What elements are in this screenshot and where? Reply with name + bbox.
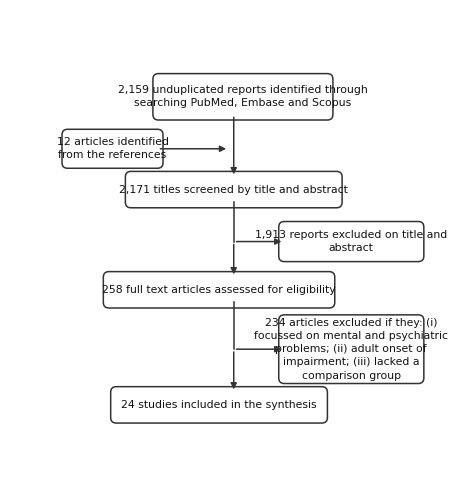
Text: 1,913 reports excluded on title and
abstract: 1,913 reports excluded on title and abst…: [255, 230, 447, 253]
FancyBboxPatch shape: [279, 315, 424, 384]
FancyBboxPatch shape: [110, 387, 328, 423]
Text: 234 articles excluded if they: (i)
focussed on mental and psychiatric
problems; : 234 articles excluded if they: (i) focus…: [254, 318, 448, 381]
Text: 2,171 titles screened by title and abstract: 2,171 titles screened by title and abstr…: [119, 185, 348, 195]
Text: 2,159 unduplicated reports identified through
searching PubMed, Embase and Scopu: 2,159 unduplicated reports identified th…: [118, 85, 368, 108]
Text: 258 full text articles assessed for eligibility: 258 full text articles assessed for elig…: [102, 285, 336, 295]
Text: 12 articles identified
from the references: 12 articles identified from the referenc…: [56, 137, 169, 161]
Text: 24 studies included in the synthesis: 24 studies included in the synthesis: [121, 400, 317, 410]
FancyBboxPatch shape: [153, 74, 333, 120]
FancyBboxPatch shape: [103, 272, 335, 308]
FancyBboxPatch shape: [279, 222, 424, 262]
FancyBboxPatch shape: [125, 172, 342, 208]
FancyBboxPatch shape: [62, 129, 163, 168]
